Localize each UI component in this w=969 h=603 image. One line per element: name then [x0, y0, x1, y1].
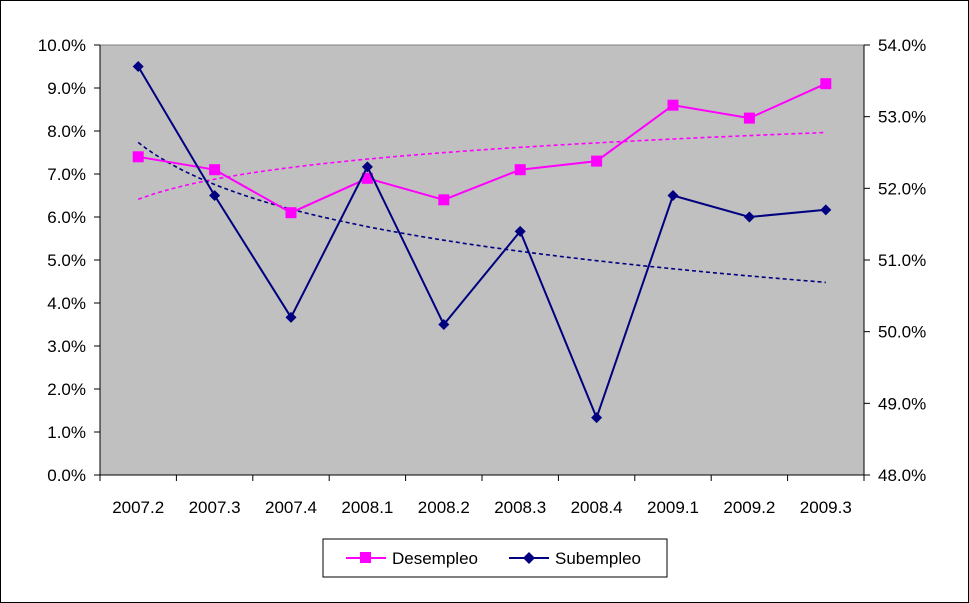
desempleo-point-marker: [514, 164, 526, 176]
y-right-tick-label: 49.0%: [878, 394, 926, 413]
x-tick-label: 2008.1: [341, 498, 393, 517]
y-left-tick-label: 5.0%: [47, 251, 86, 270]
x-tick-label: 2007.4: [265, 498, 317, 517]
y-left-tick-label: 4.0%: [47, 294, 86, 313]
subempleo-point-marker: [667, 190, 679, 201]
legend-desempleo-marker: [360, 552, 371, 563]
y-left-tick-label: 1.0%: [47, 423, 86, 442]
x-tick-label: 2007.2: [112, 498, 164, 517]
y-left-tick-label: 7.0%: [47, 165, 86, 184]
y-right-tick-label: 50.0%: [878, 323, 926, 342]
y-left-tick-label: 10.0%: [38, 36, 86, 55]
plot-area: [99, 44, 865, 476]
x-tick-label: 2009.1: [647, 498, 699, 517]
legend: Desempleo Subempleo: [322, 538, 668, 578]
desempleo-point-marker: [361, 172, 373, 184]
y-left-tick-label: 6.0%: [47, 208, 86, 227]
desempleo-point-marker: [132, 151, 144, 163]
y-left-tick-label: 0.0%: [47, 466, 86, 485]
y-left-tick-label: 2.0%: [47, 380, 86, 399]
subempleo-point-marker: [209, 190, 221, 201]
desempleo-series-line: [138, 82, 827, 214]
legend-subempleo-label: Subempleo: [555, 549, 641, 568]
subempleo-point-marker: [438, 319, 450, 330]
desempleo-point-marker: [285, 207, 297, 219]
y-left-tick-label: 8.0%: [47, 122, 86, 141]
data-series: [132, 61, 832, 424]
x-tick-label: 2008.4: [571, 498, 623, 517]
legend-desempleo-label: Desempleo: [392, 549, 478, 568]
y-right-tick-label: 52.0%: [878, 179, 926, 198]
trendlines: [137, 131, 826, 284]
desempleo-trendline: [137, 131, 826, 201]
subempleo-trendline: [137, 141, 826, 284]
axes: 0.0% 1.0% 2.0% 3.0% 4.0% 5.0% 6.0% 7.0% 8.0% 9.0%…: [38, 36, 926, 517]
x-tick-label: 2009.2: [723, 498, 775, 517]
x-tick-label: 2009.3: [800, 498, 852, 517]
y-right-tick-label: 48.0%: [878, 466, 926, 485]
subempleo-point-marker: [361, 161, 373, 173]
desempleo-point-marker: [591, 155, 603, 167]
y-right-tick-label: 51.0%: [878, 251, 926, 270]
y-left-tick-label: 3.0%: [47, 337, 86, 356]
legend-subempleo-marker: [523, 552, 535, 564]
desempleo-point-marker: [743, 112, 755, 124]
subempleo-point-marker: [132, 61, 144, 72]
y-left-tick-label: 9.0%: [47, 79, 86, 98]
subempleo-point-marker: [285, 311, 297, 323]
subempleo-point-marker: [743, 211, 755, 223]
subempleo-point-marker: [591, 412, 603, 424]
x-tick-label: 2008.2: [418, 498, 470, 517]
x-tick-label: 2008.3: [494, 498, 546, 517]
subempleo-point-marker: [820, 204, 832, 216]
desempleo-point-marker: [820, 78, 832, 90]
y-right-tick-label: 54.0%: [878, 36, 926, 55]
desempleo-point-marker: [438, 194, 450, 206]
subempleo-series-line: [137, 65, 826, 421]
y-right-tick-label: 53.0%: [878, 108, 926, 127]
desempleo-point-marker: [667, 99, 679, 111]
desempleo-point-marker: [209, 164, 221, 176]
subempleo-point-marker: [514, 225, 526, 237]
x-tick-label: 2007.3: [189, 498, 241, 517]
